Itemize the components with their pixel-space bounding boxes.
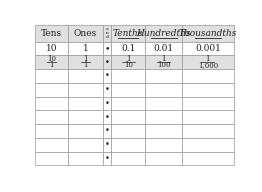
Bar — [111, 124, 145, 138]
Bar — [145, 124, 182, 138]
Text: 1: 1 — [161, 55, 166, 63]
Text: 10: 10 — [124, 61, 133, 69]
Bar — [103, 138, 111, 151]
Bar — [145, 55, 182, 69]
Bar — [35, 124, 68, 138]
Bar — [35, 138, 68, 151]
Text: Tenths: Tenths — [113, 29, 143, 37]
Bar — [103, 97, 111, 110]
Text: 0.001: 0.001 — [195, 44, 221, 53]
Bar — [35, 69, 68, 83]
Text: •: • — [105, 126, 109, 135]
Text: 1: 1 — [83, 55, 88, 63]
Bar — [111, 151, 145, 165]
Bar — [35, 110, 68, 124]
Bar — [182, 151, 234, 165]
Bar — [145, 97, 182, 110]
Bar — [103, 55, 111, 69]
Text: Ones: Ones — [74, 29, 97, 37]
Text: Hundredths: Hundredths — [137, 29, 191, 37]
Bar — [35, 151, 68, 165]
Bar — [68, 138, 103, 151]
Bar — [111, 25, 145, 41]
Bar — [68, 110, 103, 124]
Text: Tens: Tens — [41, 29, 62, 37]
Text: 10: 10 — [47, 55, 56, 63]
Bar — [68, 124, 103, 138]
Bar — [111, 41, 145, 55]
Bar — [68, 41, 103, 55]
Bar — [145, 41, 182, 55]
Text: 0.01: 0.01 — [154, 44, 174, 53]
Bar — [103, 151, 111, 165]
Text: a
n
d: a n d — [105, 27, 108, 39]
Bar — [68, 97, 103, 110]
Text: 1: 1 — [206, 55, 210, 63]
Bar — [68, 151, 103, 165]
Bar — [111, 97, 145, 110]
Bar — [111, 110, 145, 124]
Bar — [103, 124, 111, 138]
Bar — [103, 41, 111, 55]
Bar — [111, 55, 145, 69]
Bar — [68, 55, 103, 69]
Bar — [35, 25, 68, 41]
Bar — [182, 69, 234, 83]
Text: Thousandths: Thousandths — [179, 29, 237, 37]
Text: 10: 10 — [46, 44, 57, 53]
Bar — [111, 138, 145, 151]
Bar — [35, 55, 68, 69]
Bar — [145, 138, 182, 151]
Bar — [68, 69, 103, 83]
Bar — [182, 55, 234, 69]
Text: •: • — [105, 58, 109, 67]
Text: 1: 1 — [49, 61, 54, 69]
Bar — [35, 97, 68, 110]
Text: 1: 1 — [126, 55, 130, 63]
Bar — [182, 83, 234, 97]
Text: •: • — [104, 44, 110, 53]
Bar — [111, 83, 145, 97]
Bar — [35, 83, 68, 97]
Bar — [145, 25, 182, 41]
Bar — [182, 25, 234, 41]
Bar — [182, 138, 234, 151]
Text: 1,000: 1,000 — [198, 61, 218, 69]
Bar — [145, 69, 182, 83]
Text: 1: 1 — [83, 44, 88, 53]
Bar — [103, 83, 111, 97]
Bar — [182, 124, 234, 138]
Bar — [68, 83, 103, 97]
Bar — [111, 69, 145, 83]
Bar — [103, 25, 111, 41]
Text: •: • — [105, 71, 109, 80]
Text: 1: 1 — [83, 61, 88, 69]
Bar — [145, 110, 182, 124]
Text: •: • — [105, 99, 109, 108]
Bar — [182, 97, 234, 110]
Text: 0.1: 0.1 — [121, 44, 135, 53]
Bar — [35, 41, 68, 55]
Bar — [145, 151, 182, 165]
Text: 100: 100 — [157, 61, 171, 69]
Bar — [103, 110, 111, 124]
Bar — [145, 83, 182, 97]
Bar — [182, 110, 234, 124]
Bar — [182, 41, 234, 55]
Text: •: • — [105, 85, 109, 94]
Bar — [68, 25, 103, 41]
Bar — [103, 69, 111, 83]
Text: •: • — [105, 154, 109, 163]
Text: •: • — [105, 140, 109, 149]
Text: •: • — [105, 113, 109, 122]
